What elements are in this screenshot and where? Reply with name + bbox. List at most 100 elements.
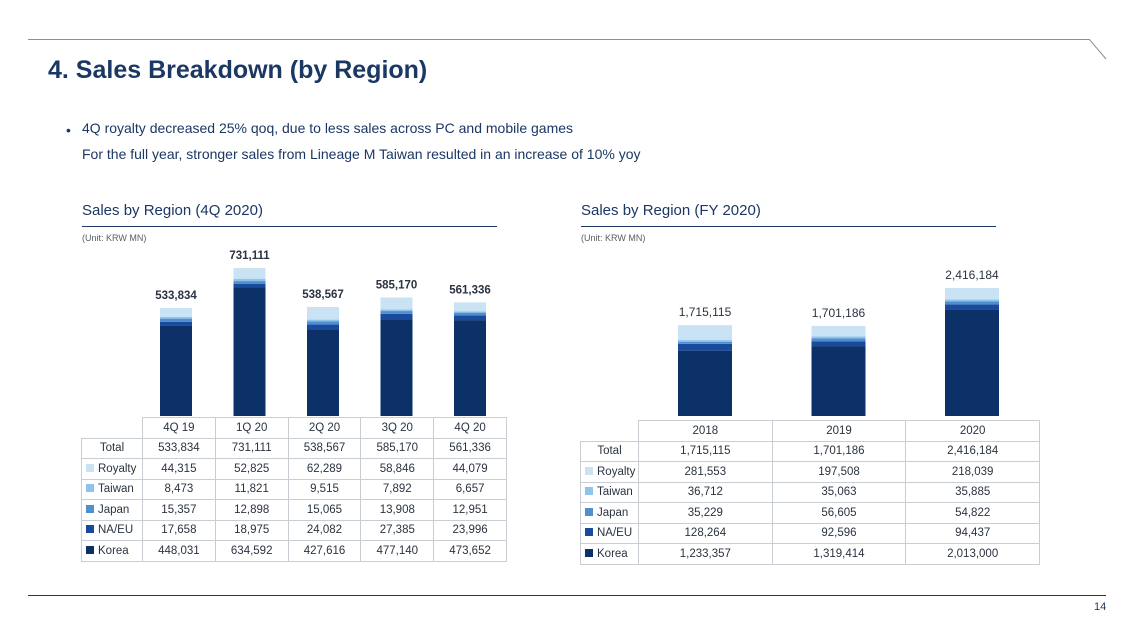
- total-label-2020: 2,416,184: [945, 268, 999, 282]
- cell-korea-1q-20: 634,592: [214, 540, 289, 562]
- cell-korea-4q-19: 448,031: [142, 540, 216, 562]
- cell-total-2019: 1,701,186: [771, 440, 907, 462]
- data-table-4q2020: 4Q 19 1Q 20 2Q 20 3Q 20 4Q 20 Total 533,834 731…: [81, 417, 507, 562]
- cell-na-eu-2020: 94,437: [905, 522, 1040, 544]
- top-rule: [28, 39, 1090, 40]
- legend-swatch-korea: [86, 545, 94, 554]
- total-label-2019: 1,701,186: [812, 306, 866, 320]
- bar-segment-royalty-2020: [945, 288, 999, 300]
- legend-label-korea: Korea: [597, 547, 628, 560]
- bar-segment-korea-2020: [945, 309, 999, 416]
- cell-na-eu-4q-19: 17,658: [142, 519, 216, 541]
- cell-royalty-2q-20: 62,289: [287, 458, 362, 480]
- corner-decoration: [1089, 39, 1107, 60]
- bullet-text-1: 4Q royalty decreased 25% qoq, due to les…: [82, 120, 574, 136]
- cell-taiwan-3q-20: 7,892: [360, 478, 435, 500]
- total-label-4q-19: 533,834: [155, 290, 197, 302]
- cell-taiwan-4q-19: 8,473: [142, 478, 216, 500]
- table-row-na-eu: NA/EU 17,658 18,975 24,082 27,385 23,996: [81, 519, 507, 541]
- cell-korea-2020: 2,013,000: [905, 543, 1040, 565]
- bar-segment-na-eu-4q-20: [454, 315, 486, 321]
- bar-segment-japan-4q-19: [160, 318, 192, 322]
- total-label-4q-20: 561,336: [449, 284, 491, 296]
- bar-segment-royalty-4q-20: [454, 302, 486, 312]
- total-label-2018: 1,715,115: [679, 305, 732, 319]
- bar-segment-na-eu-2019: [811, 341, 866, 347]
- bar-segment-korea-4q-19: [160, 325, 192, 416]
- data-table-fy2020: 2018 2019 2020 Total 1,715,115 1,701,186 2,416…: [580, 420, 1040, 565]
- legend-swatch-korea: [585, 548, 593, 557]
- column-header-3q-20: 3Q 20: [360, 417, 435, 439]
- bar-segment-taiwan-2020: [945, 299, 999, 302]
- bar-segment-royalty-4q-19: [160, 307, 192, 317]
- legend-label-taiwan: Taiwan: [597, 486, 633, 499]
- legend-cell-royalty: Royalty: [580, 461, 639, 483]
- bar-segment-korea-3q-20: [380, 319, 413, 416]
- table-header-row: 2018 2019 2020: [580, 420, 1040, 442]
- table-row-korea: Korea 448,031 634,592 427,616 477,140 473,652: [81, 540, 507, 562]
- total-label-3q-20: 585,170: [376, 280, 418, 292]
- bar-segment-taiwan-4q-20: [454, 311, 486, 313]
- bar-segment-na-eu-2018: [678, 343, 732, 351]
- bar-segment-na-eu-4q-19: [160, 321, 192, 326]
- total-label-2q-20: 538,567: [302, 289, 344, 301]
- cell-royalty-4q-20: 44,079: [433, 458, 507, 480]
- page-title: 4. Sales Breakdown (by Region): [48, 56, 428, 84]
- legend-label-taiwan: Taiwan: [98, 483, 134, 496]
- legend-label-royalty: Royalty: [98, 462, 137, 475]
- table-row-total: Total 1,715,115 1,701,186 2,416,184: [580, 440, 1040, 462]
- bar-segment-royalty-2018: [678, 325, 732, 341]
- legend-label-na-eu: NA/EU: [98, 524, 134, 537]
- cell-total-4q-19: 533,834: [142, 437, 216, 459]
- legend-cell-korea: Korea: [580, 543, 639, 565]
- legend-label-japan: Japan: [98, 503, 130, 516]
- legend-cell-japan: Japan: [81, 499, 143, 521]
- legend-label-korea: Korea: [98, 544, 129, 557]
- bar-segment-japan-4q-20: [454, 312, 486, 316]
- legend-label-japan: Japan: [597, 506, 629, 519]
- cell-japan-2019: 56,605: [771, 502, 907, 524]
- legend-label-royalty: Royalty: [597, 465, 636, 478]
- page-number: 14: [1094, 601, 1107, 613]
- bar-segment-taiwan-2018: [678, 340, 732, 343]
- table-row-royalty: Royalty 44,315 52,825 62,289 58,846 44,079: [81, 458, 507, 480]
- cell-total-2018: 1,715,115: [638, 440, 773, 462]
- cell-japan-4q-19: 15,357: [142, 499, 216, 521]
- legend-swatch-royalty: [585, 466, 593, 475]
- cell-japan-2q-20: 15,065: [287, 499, 362, 521]
- bar-segment-royalty-2019: [811, 325, 866, 337]
- bar-segment-korea-2018: [678, 350, 732, 416]
- bar-segment-taiwan-4q-19: [160, 316, 192, 319]
- legend-cell-royalty: Royalty: [81, 458, 143, 480]
- bar-segment-na-eu-1q-20: [233, 283, 266, 288]
- legend-swatch-taiwan: [86, 484, 94, 493]
- bar-segment-japan-2018: [678, 342, 732, 344]
- chart-title-rule-4q2020: [82, 226, 497, 227]
- cell-royalty-3q-20: 58,846: [360, 458, 435, 480]
- legend-cell-taiwan: Taiwan: [580, 481, 639, 503]
- legend-swatch-japan: [585, 507, 593, 516]
- bar-segment-korea-2q-20: [307, 329, 339, 416]
- cell-taiwan-2q-20: 9,515: [287, 478, 362, 500]
- cell-total-4q-20: 561,336: [433, 437, 507, 459]
- column-header-2019: 2019: [771, 420, 907, 442]
- cell-taiwan-2020: 35,885: [905, 481, 1040, 503]
- chart-title-fy2020: Sales by Region (FY 2020): [581, 202, 761, 219]
- bar-segment-na-eu-2q-20: [307, 324, 339, 330]
- bar-segment-na-eu-3q-20: [380, 313, 413, 320]
- cell-total-2q-20: 538,567: [287, 437, 362, 459]
- stacked-bar-chart-4q2020: 533,834 731,111 538,567 585,170 561,336: [155, 250, 491, 416]
- cell-royalty-2019: 197,508: [771, 461, 907, 483]
- table-row-japan: Japan 15,357 12,898 15,065 13,908 12,951: [81, 499, 507, 521]
- table-row-royalty: Royalty 281,553 197,508 218,039: [580, 461, 1040, 483]
- row-label-total: Total: [81, 437, 143, 459]
- cell-japan-1q-20: 12,898: [214, 499, 289, 521]
- bullet-text-2: For the full year, stronger sales from L…: [82, 146, 641, 162]
- column-header-2020: 2020: [905, 420, 1040, 442]
- cell-korea-2019: 1,319,414: [771, 543, 907, 565]
- legend-cell-na-eu: NA/EU: [580, 522, 639, 544]
- table-row-japan: Japan 35,229 56,605 54,822: [580, 502, 1040, 524]
- stacked-bar-chart-fy2020: 1,715,115 1,701,186 2,416,184: [678, 268, 999, 416]
- cell-taiwan-2019: 35,063: [771, 481, 907, 503]
- bar-segment-royalty-2q-20: [307, 306, 339, 320]
